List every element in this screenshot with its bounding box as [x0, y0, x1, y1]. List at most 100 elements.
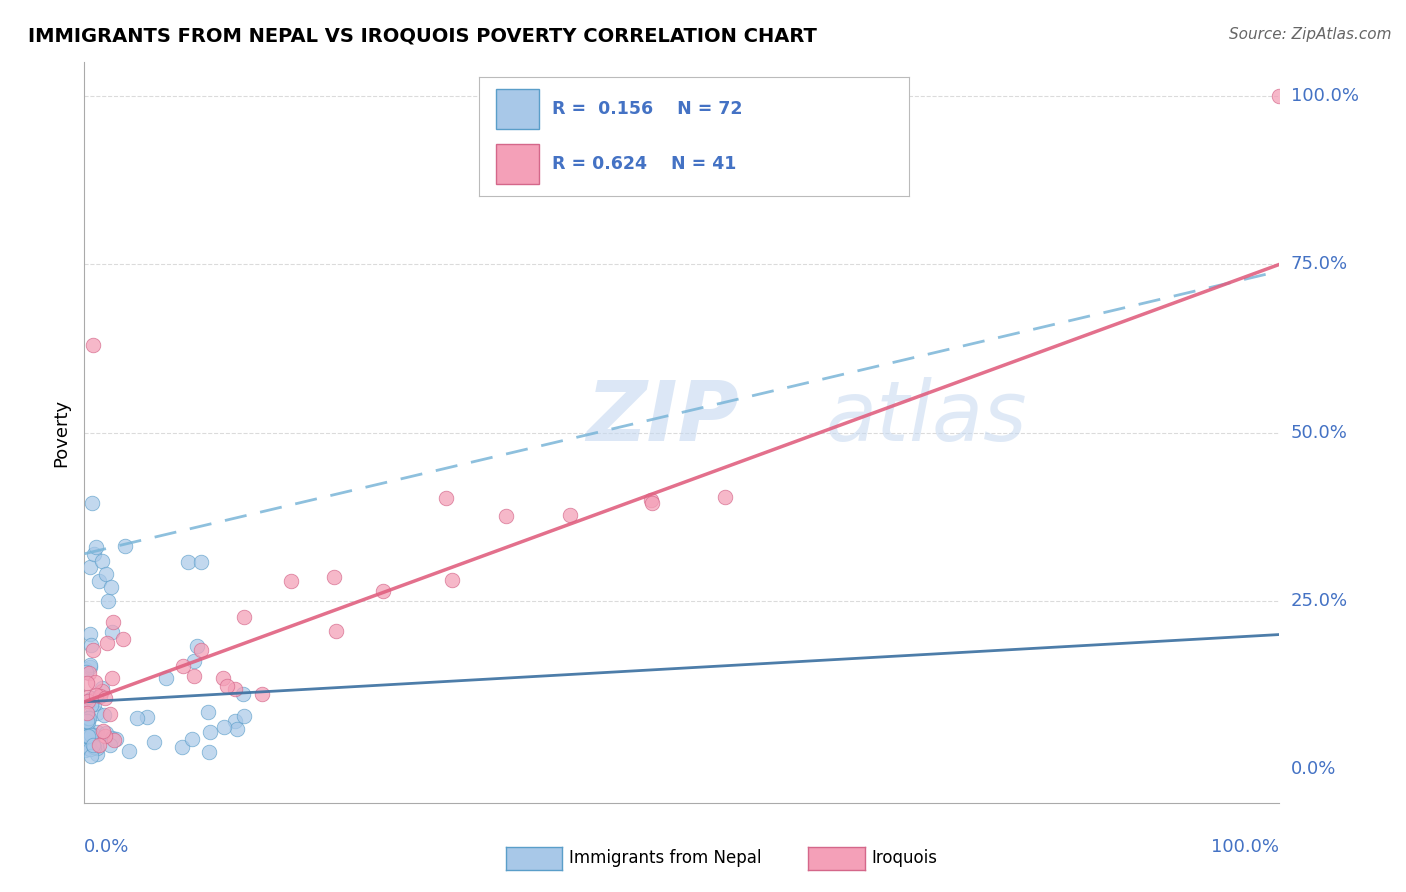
Point: [87, 574, 110, 588]
Point: [224, 714, 246, 728]
Point: [112, 632, 135, 647]
Point: [77, 736, 100, 750]
Point: [89, 689, 111, 703]
Point: [100, 581, 122, 595]
Point: [94, 566, 117, 581]
Point: [641, 496, 664, 510]
Text: Source: ZipAtlas.com: Source: ZipAtlas.com: [1229, 27, 1392, 42]
Point: [190, 642, 212, 657]
Text: 25.0%: 25.0%: [1291, 592, 1348, 610]
Point: [80, 728, 103, 742]
Point: [91, 681, 114, 695]
Point: [322, 569, 344, 583]
Point: [155, 671, 177, 685]
Point: [181, 732, 204, 747]
Point: [75, 731, 97, 746]
Text: 0.0%: 0.0%: [84, 838, 129, 855]
Point: [101, 671, 124, 685]
Point: [103, 615, 125, 629]
Point: [89, 739, 111, 753]
Text: IMMIGRANTS FROM NEPAL VS IROQUOIS POVERTY CORRELATION CHART: IMMIGRANTS FROM NEPAL VS IROQUOIS POVERT…: [28, 27, 817, 45]
Text: ZIP: ZIP: [586, 377, 740, 458]
Point: [118, 744, 141, 758]
Point: [176, 555, 198, 569]
Point: [224, 681, 246, 696]
Point: [79, 660, 101, 674]
Point: [82, 693, 104, 707]
Point: [76, 690, 98, 705]
Point: [82, 338, 104, 352]
Point: [98, 738, 121, 752]
Point: [79, 626, 101, 640]
Point: [79, 657, 101, 672]
Point: [94, 726, 117, 740]
Point: [212, 671, 235, 685]
Point: [79, 711, 101, 725]
Text: 75.0%: 75.0%: [1291, 255, 1348, 273]
Point: [86, 540, 108, 554]
Point: [79, 560, 101, 574]
Point: [125, 711, 148, 725]
Point: [172, 658, 194, 673]
Point: [97, 594, 120, 608]
Point: [198, 745, 221, 759]
Text: atlas: atlas: [825, 377, 1026, 458]
Point: [640, 493, 662, 508]
Point: [79, 665, 101, 680]
Point: [103, 733, 125, 747]
Text: 100.0%: 100.0%: [1212, 838, 1279, 855]
Point: [1268, 89, 1291, 103]
Point: [136, 709, 159, 723]
Point: [434, 491, 457, 505]
Point: [101, 625, 124, 640]
Point: [82, 643, 104, 657]
Point: [76, 714, 98, 728]
Point: [77, 711, 100, 725]
Point: [83, 739, 105, 754]
Point: [93, 708, 115, 723]
Point: [233, 709, 256, 723]
Point: [250, 687, 273, 701]
Point: [96, 636, 118, 650]
Point: [73, 662, 96, 676]
Point: [83, 728, 105, 742]
Point: [86, 741, 108, 756]
Point: [82, 738, 104, 752]
Point: [79, 731, 101, 745]
Point: [79, 748, 101, 763]
Point: [77, 729, 100, 743]
Point: [713, 490, 735, 504]
Point: [91, 553, 114, 567]
Text: Iroquois: Iroquois: [872, 849, 938, 867]
Point: [80, 638, 103, 652]
Point: [212, 721, 235, 735]
Point: [142, 734, 165, 748]
Point: [80, 698, 103, 712]
Point: [200, 725, 222, 739]
Point: [560, 508, 582, 522]
Text: 0.0%: 0.0%: [1291, 760, 1336, 778]
Point: [190, 555, 212, 569]
Point: [94, 690, 117, 705]
Point: [215, 679, 238, 693]
Point: [325, 624, 347, 638]
Point: [79, 731, 101, 745]
Point: [76, 714, 98, 729]
Point: [77, 724, 100, 739]
Text: 50.0%: 50.0%: [1291, 424, 1347, 442]
Point: [86, 706, 108, 721]
Point: [84, 688, 107, 702]
Point: [80, 691, 103, 706]
Point: [83, 697, 105, 711]
Point: [98, 707, 121, 722]
Point: [186, 640, 208, 654]
Point: [114, 539, 136, 553]
Point: [83, 675, 105, 690]
Point: [495, 508, 517, 523]
Point: [91, 724, 114, 739]
Point: [75, 743, 97, 757]
Point: [86, 747, 108, 761]
Point: [101, 731, 124, 745]
Point: [75, 665, 97, 680]
Point: [373, 583, 395, 598]
